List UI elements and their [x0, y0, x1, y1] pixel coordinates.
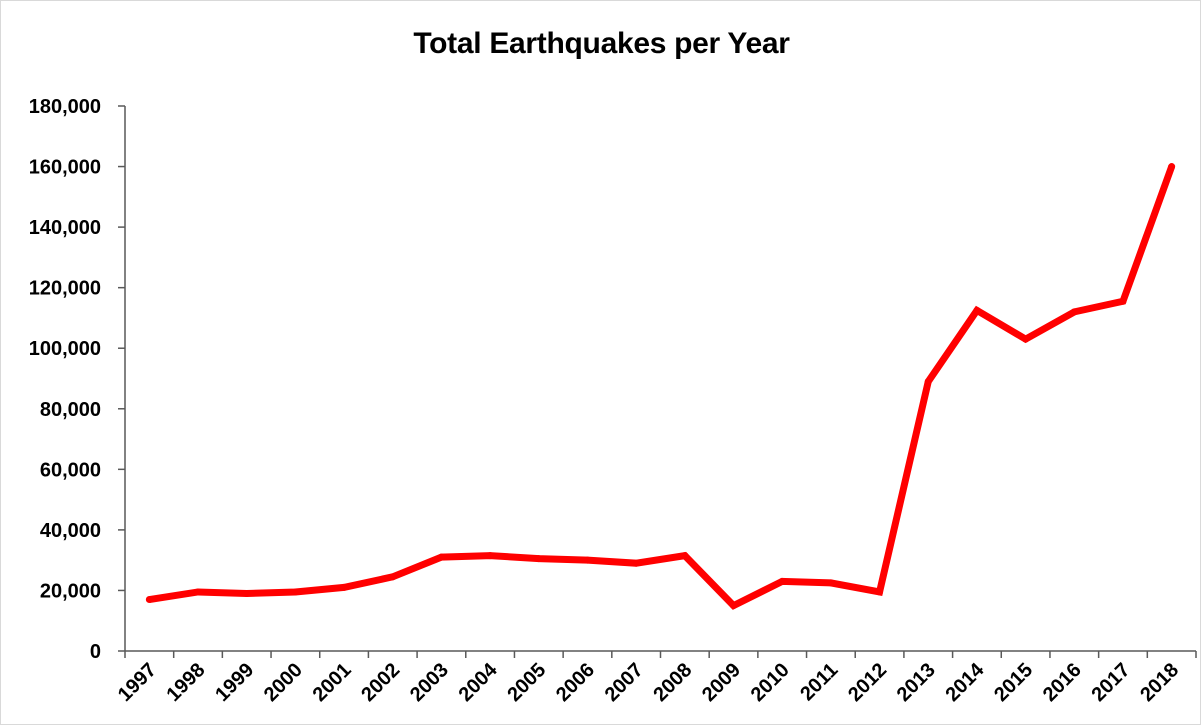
- data-points: [145, 163, 1176, 610]
- data-point: [730, 602, 738, 610]
- data-point: [924, 378, 932, 386]
- x-tick-label: 2007: [601, 659, 648, 706]
- data-point: [973, 306, 981, 314]
- series-layer: [148, 165, 1175, 610]
- x-tick-label: 2016: [1039, 659, 1086, 706]
- y-tick-label: 180,000: [29, 96, 101, 118]
- series-line: [148, 165, 1175, 610]
- data-point: [486, 552, 494, 560]
- data-point: [194, 588, 202, 596]
- y-tick-label: 40,000: [40, 520, 101, 542]
- data-point: [535, 555, 543, 563]
- x-tick-label: 2010: [747, 659, 794, 706]
- y-tick-label: 20,000: [40, 580, 101, 602]
- y-axis: 0 20,000 40,000 60,000 80,000 100,000 120,000 1…: [29, 96, 126, 663]
- data-point: [632, 559, 640, 567]
- y-tick-label: 120,000: [29, 278, 101, 300]
- data-point: [1070, 308, 1078, 316]
- data-point: [1168, 163, 1176, 171]
- data-point: [145, 596, 153, 604]
- data-point: [876, 588, 884, 596]
- data-point: [389, 573, 397, 581]
- x-tick-label: 1998: [163, 659, 210, 706]
- x-tick-label: 2009: [698, 659, 745, 706]
- data-point: [1022, 335, 1030, 343]
- x-tick-label: 1999: [211, 659, 258, 706]
- data-point: [437, 553, 445, 561]
- x-tick-label: 2014: [941, 658, 989, 706]
- x-tick-label: 2002: [357, 659, 404, 706]
- x-tick-label: 2015: [990, 659, 1037, 706]
- x-tick-label: 2001: [309, 659, 356, 706]
- data-point: [340, 583, 348, 591]
- data-point: [291, 588, 299, 596]
- x-tick-label: 2011: [796, 659, 842, 705]
- x-tick-label: 2013: [893, 659, 940, 706]
- x-tick-label: 2003: [406, 659, 453, 706]
- x-tick-label: 1997: [114, 659, 161, 706]
- data-point: [1119, 297, 1127, 305]
- y-tick-label: 80,000: [40, 399, 101, 421]
- x-tick-label: 2017: [1087, 659, 1134, 706]
- data-point: [243, 589, 251, 597]
- x-tick-label: 2018: [1136, 659, 1183, 706]
- x-axis: 1997 1998 1999 2000 2001 2002 2003 2004 2005 2006…: [114, 650, 1197, 706]
- x-tick-label: 2005: [503, 659, 550, 706]
- data-point: [583, 556, 591, 564]
- data-point: [778, 577, 786, 585]
- y-tick-label: 140,000: [29, 217, 101, 239]
- chart-title: Total Earthquakes per Year: [413, 27, 790, 60]
- x-tick-label: 2004: [455, 658, 503, 706]
- data-point: [827, 579, 835, 587]
- x-tick-label: 2012: [844, 659, 891, 706]
- y-tick-label: 0: [90, 641, 101, 663]
- x-tick-label: 2000: [260, 659, 307, 706]
- y-tick-label: 60,000: [40, 459, 101, 481]
- x-tick-label: 2006: [552, 659, 599, 706]
- data-point: [681, 552, 689, 560]
- y-tick-label: 100,000: [29, 338, 101, 360]
- y-tick-label: 160,000: [29, 157, 101, 179]
- x-tick-label: 2008: [649, 659, 696, 706]
